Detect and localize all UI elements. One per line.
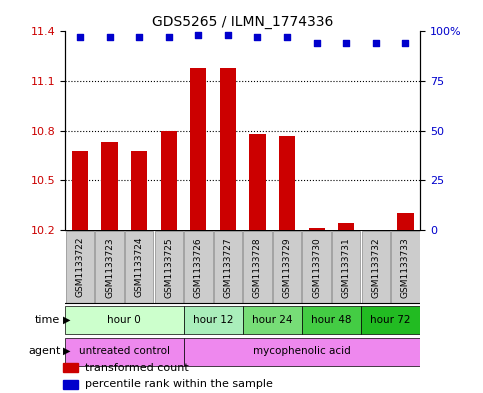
Text: hour 0: hour 0 (108, 315, 141, 325)
FancyBboxPatch shape (155, 231, 183, 303)
Bar (249, 134, 266, 230)
FancyBboxPatch shape (302, 231, 331, 303)
Bar (279, 136, 295, 230)
FancyBboxPatch shape (332, 231, 360, 303)
Bar (398, 213, 413, 230)
Point (283, 34, 291, 40)
Text: hour 24: hour 24 (252, 315, 293, 325)
FancyBboxPatch shape (391, 231, 420, 303)
FancyBboxPatch shape (65, 306, 184, 334)
Text: GSM1133722: GSM1133722 (75, 237, 85, 298)
Text: agent: agent (28, 346, 60, 356)
Text: GSM1133723: GSM1133723 (105, 237, 114, 298)
Text: GSM1133724: GSM1133724 (135, 237, 143, 298)
Text: time: time (35, 315, 60, 325)
Bar (338, 223, 355, 230)
Bar (309, 228, 325, 230)
Bar (63, 363, 78, 372)
FancyBboxPatch shape (66, 231, 94, 303)
Point (165, 34, 172, 40)
Point (401, 40, 409, 46)
Text: ▶: ▶ (63, 346, 71, 356)
Text: ▶: ▶ (63, 315, 71, 325)
Point (224, 32, 232, 39)
Text: GSM1133732: GSM1133732 (371, 237, 380, 298)
FancyBboxPatch shape (65, 338, 184, 366)
Text: GSM1133728: GSM1133728 (253, 237, 262, 298)
FancyBboxPatch shape (213, 231, 242, 303)
Text: GSM1133730: GSM1133730 (312, 237, 321, 298)
Point (342, 40, 350, 46)
Bar (101, 142, 118, 230)
Text: GSM1133725: GSM1133725 (164, 237, 173, 298)
Text: transformed count: transformed count (85, 363, 189, 373)
Bar (161, 130, 177, 230)
Point (135, 34, 143, 40)
Text: GSM1133731: GSM1133731 (342, 237, 351, 298)
FancyBboxPatch shape (184, 338, 420, 366)
FancyBboxPatch shape (184, 306, 242, 334)
FancyBboxPatch shape (243, 231, 272, 303)
Text: mycophenolic acid: mycophenolic acid (253, 346, 351, 356)
FancyBboxPatch shape (95, 231, 124, 303)
Text: GSM1133726: GSM1133726 (194, 237, 203, 298)
Point (254, 34, 261, 40)
FancyBboxPatch shape (125, 231, 154, 303)
Point (313, 40, 321, 46)
Point (106, 34, 114, 40)
Text: GSM1133733: GSM1133733 (401, 237, 410, 298)
Text: GSM1133729: GSM1133729 (283, 237, 292, 298)
FancyBboxPatch shape (184, 231, 213, 303)
Bar (131, 151, 147, 230)
Text: GSM1133727: GSM1133727 (224, 237, 232, 298)
FancyBboxPatch shape (361, 306, 420, 334)
Bar (220, 68, 236, 230)
Point (76, 34, 84, 40)
FancyBboxPatch shape (362, 231, 390, 303)
Bar (72, 151, 88, 230)
FancyBboxPatch shape (242, 306, 302, 334)
Point (195, 32, 202, 39)
Title: GDS5265 / ILMN_1774336: GDS5265 / ILMN_1774336 (152, 15, 333, 29)
Bar (190, 68, 206, 230)
Text: untreated control: untreated control (79, 346, 170, 356)
Text: hour 72: hour 72 (370, 315, 411, 325)
FancyBboxPatch shape (302, 306, 361, 334)
Text: hour 12: hour 12 (193, 315, 233, 325)
Point (372, 40, 380, 46)
Bar (63, 380, 78, 389)
Text: percentile rank within the sample: percentile rank within the sample (85, 379, 273, 389)
Text: hour 48: hour 48 (311, 315, 352, 325)
FancyBboxPatch shape (273, 231, 301, 303)
